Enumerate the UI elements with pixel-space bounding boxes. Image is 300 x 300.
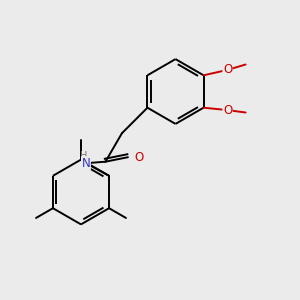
Text: O: O <box>223 63 232 76</box>
Text: H: H <box>80 151 87 161</box>
Text: O: O <box>223 103 232 117</box>
Text: N: N <box>82 157 90 170</box>
Text: O: O <box>134 151 143 164</box>
